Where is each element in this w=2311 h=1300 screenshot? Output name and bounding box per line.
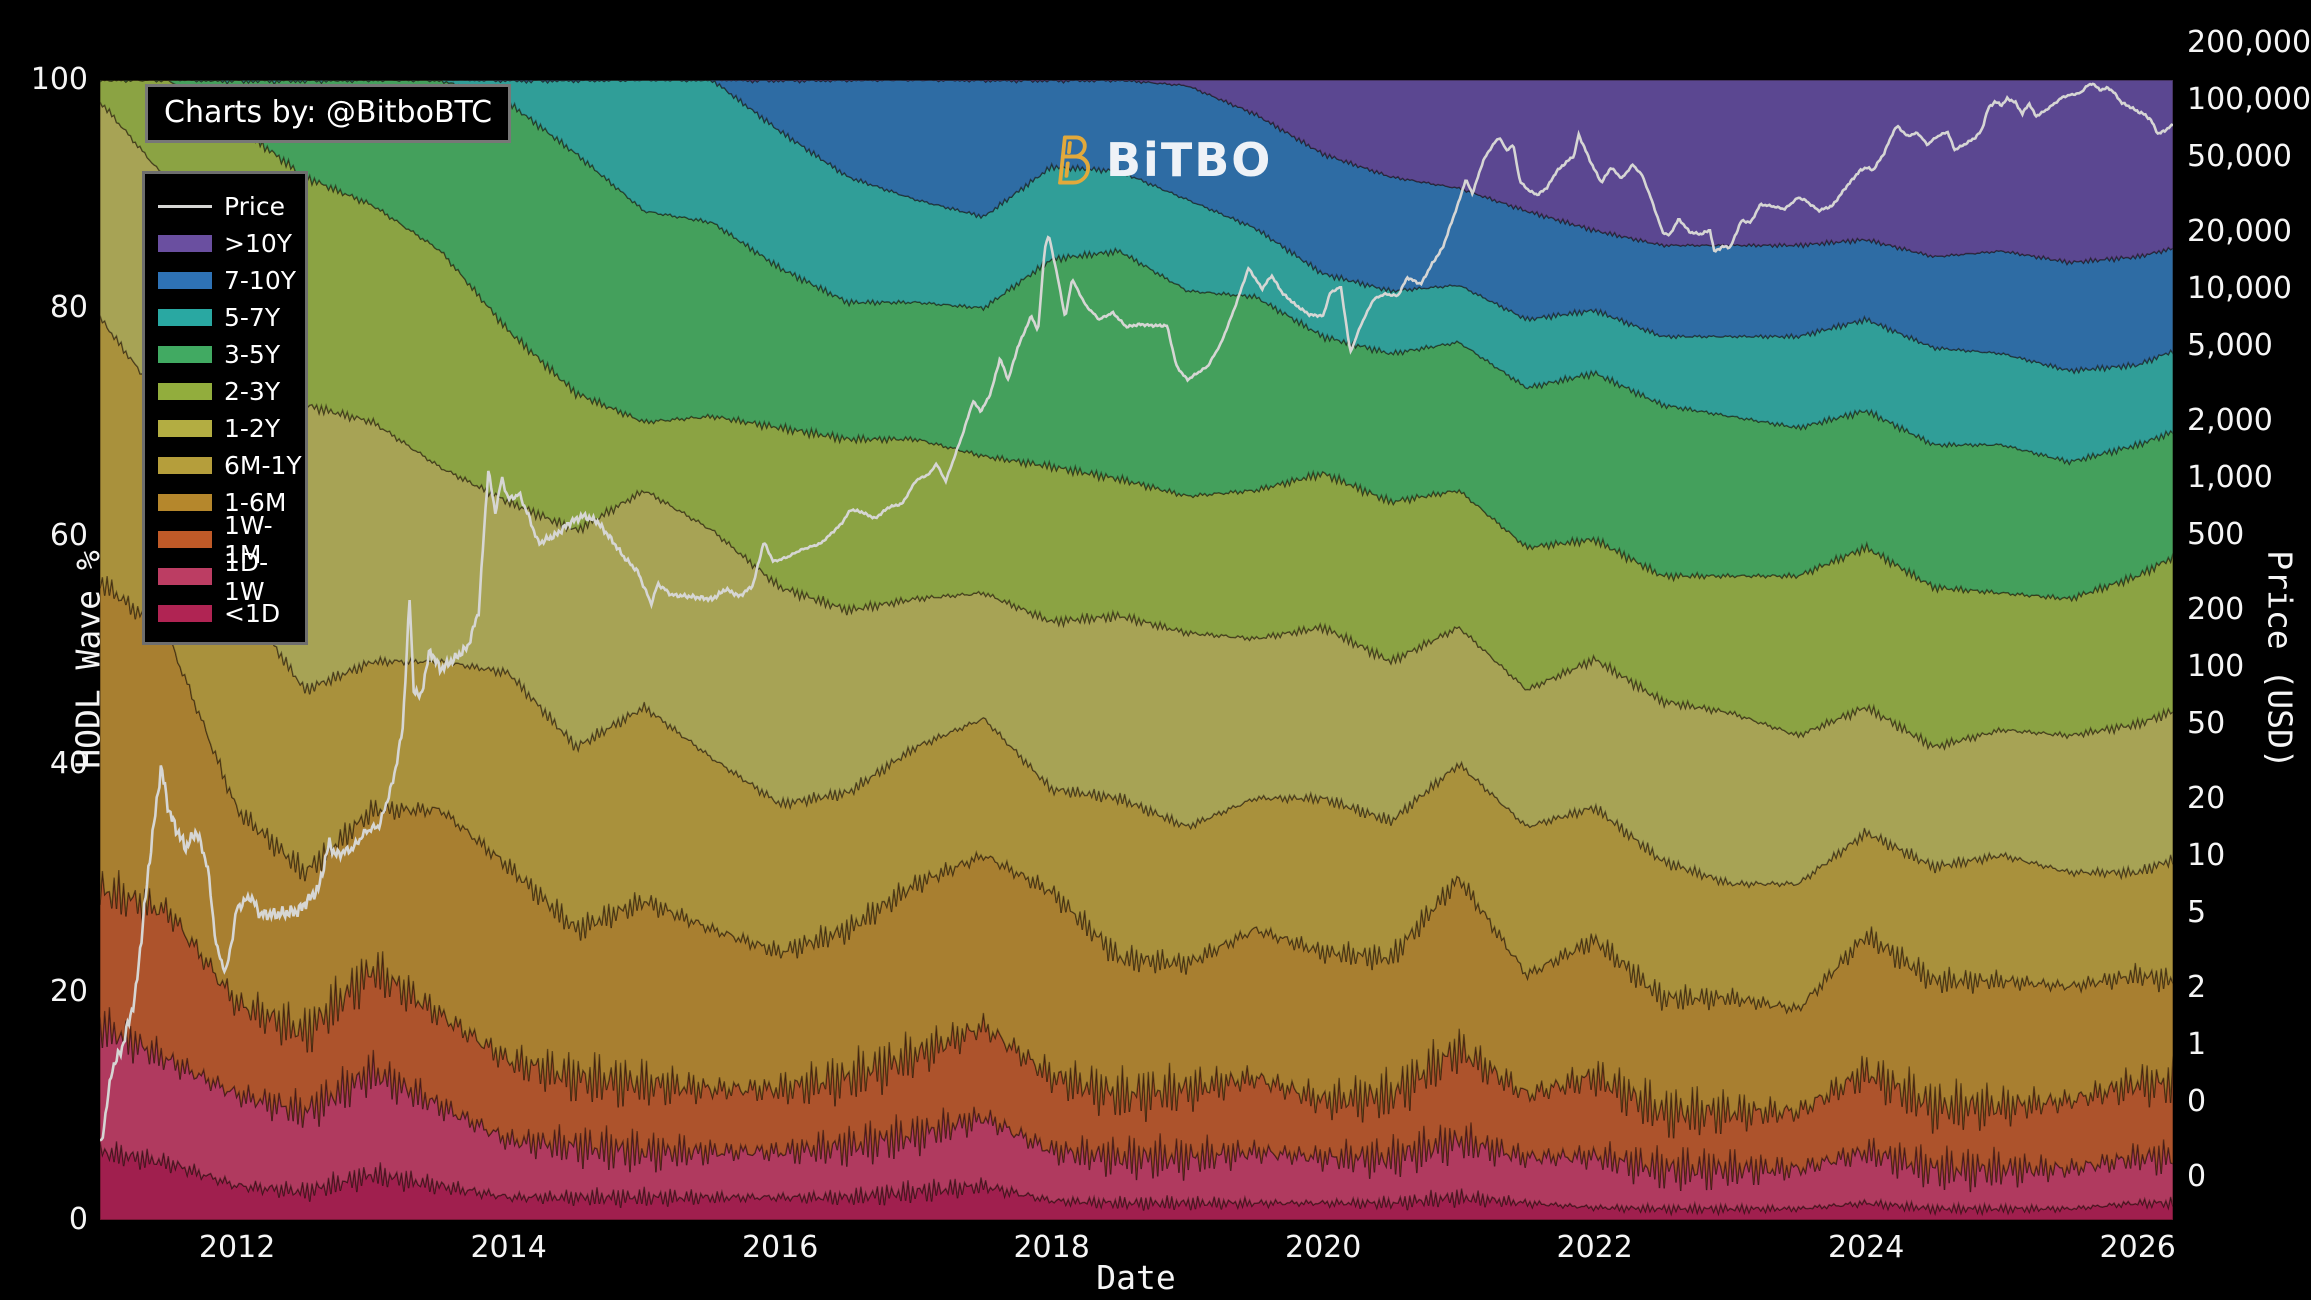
- legend-label: Price: [224, 192, 285, 221]
- legend-item--10y[interactable]: >10Y: [145, 225, 305, 262]
- legend-swatch-7-10y: [158, 272, 212, 289]
- logo: BiTBO: [1052, 133, 1272, 187]
- y-right-tick-2000: 2,000: [2187, 403, 2273, 439]
- legend-item-7-10y[interactable]: 7-10Y: [145, 262, 305, 299]
- legend-item-1w-1m[interactable]: 1W-1M: [145, 511, 305, 569]
- legend-label: 1W-1M: [224, 510, 273, 569]
- y-right-tick-1000: 1,000: [2187, 459, 2273, 495]
- area--10y: [100, 80, 2173, 266]
- y-left-tick-20: 20: [49, 974, 88, 1009]
- legend-item-5-7y[interactable]: 5-7Y: [145, 299, 305, 336]
- x-tick-2012: 2012: [198, 1230, 276, 1265]
- legend-item-2-3y[interactable]: 2-3Y: [145, 373, 305, 410]
- y-left-tick-100: 100: [30, 62, 88, 97]
- y-right-tick-5000: 5,000: [2187, 327, 2273, 363]
- legend-swatch-1d-1w: [158, 568, 212, 585]
- y-left-tick-0: 0: [68, 1202, 88, 1237]
- legend-label: >10Y: [224, 229, 293, 258]
- y-right-tick-100: 100: [2187, 648, 2245, 684]
- area-1-6m: [100, 576, 2173, 1139]
- legend-swatch-2-3y: [158, 383, 212, 400]
- legend: Price >10Y 7-10Y 5-7Y 3-5Y 2-3Y 1-2Y 6M-1Y 1-6M 1…: [142, 171, 308, 645]
- legend-label: 1-2Y: [224, 414, 281, 443]
- y-left-tick-40: 40: [49, 746, 88, 781]
- legend-swatch--1d: [158, 605, 212, 622]
- legend-swatch-1w-1m: [158, 531, 212, 548]
- x-tick-2024: 2024: [1828, 1230, 1905, 1265]
- legend-swatch-3-5y: [158, 346, 212, 363]
- y-right-tick-5: 5: [2187, 894, 2207, 930]
- legend-item-6m-1y[interactable]: 6M-1Y: [145, 447, 305, 484]
- x-axis-label: Date: [1096, 1258, 1176, 1297]
- area-6m-1y: [100, 315, 2173, 1015]
- legend-swatch-5-7y: [158, 309, 212, 326]
- x-tick-2016: 2016: [741, 1230, 819, 1265]
- y-right-tick-1: 1: [2187, 1026, 2207, 1062]
- legend-label: 1D-1W: [224, 547, 269, 606]
- y-right-tick-0: 0: [2187, 1158, 2207, 1194]
- x-tick-2020: 2020: [1284, 1230, 1362, 1265]
- y-right-tick-20000: 20,000: [2187, 214, 2292, 250]
- y-right-tick-2: 2: [2187, 969, 2207, 1005]
- y-right-tick-20: 20: [2187, 780, 2226, 816]
- legend-label: 2-3Y: [224, 377, 281, 406]
- legend-item-price[interactable]: Price: [145, 188, 305, 225]
- legend-item-1-2y[interactable]: 1-2Y: [145, 410, 305, 447]
- legend-item-1-6m[interactable]: 1-6M: [145, 484, 305, 521]
- legend-item-1d-1w[interactable]: 1D-1W: [145, 548, 305, 606]
- y-right-axis-label: Price (USD): [2260, 550, 2300, 769]
- y-right-tick-100000: 100,000: [2187, 82, 2311, 118]
- legend-label: <1D: [224, 599, 281, 628]
- x-tick-2022: 2022: [1556, 1230, 1633, 1265]
- legend-swatch-1-2y: [158, 420, 212, 437]
- legend-label: 3-5Y: [224, 340, 281, 369]
- legend-swatch--10y: [158, 235, 212, 252]
- y-right-tick-200: 200: [2187, 591, 2245, 627]
- legend-label: 7-10Y: [224, 266, 297, 295]
- credit-badge: Charts by: @BitboBTC: [145, 84, 512, 143]
- y-right-tick-10000: 10,000: [2187, 270, 2292, 306]
- y-right-tick-0: 0: [2187, 1083, 2207, 1119]
- y-right-tick-500: 500: [2187, 516, 2245, 552]
- x-tick-2018: 2018: [1013, 1230, 1090, 1265]
- bitcoin-b-icon: [1058, 135, 1090, 185]
- legend-label: 6M-1Y: [224, 451, 302, 480]
- y-right-tick-10: 10: [2187, 837, 2226, 873]
- legend-label: 5-7Y: [224, 303, 281, 332]
- legend-swatch-6m-1y: [158, 457, 212, 474]
- y-right-tick-50000: 50,000: [2187, 138, 2292, 174]
- x-tick-2026: 2026: [2099, 1230, 2176, 1265]
- legend-swatch-1-6m: [158, 494, 212, 511]
- x-tick-2014: 2014: [470, 1230, 547, 1265]
- y-left-tick-80: 80: [49, 290, 88, 325]
- y-right-tick-200000: 200,000: [2187, 25, 2311, 61]
- area-1-2y: [100, 101, 2173, 889]
- legend-label: 1-6M: [224, 488, 287, 517]
- y-left-tick-60: 60: [49, 518, 88, 553]
- y-left-axis-label: HODL Wave %: [68, 550, 108, 769]
- logo-text: BiTBO: [1106, 133, 1273, 187]
- legend-line-sample: [158, 205, 212, 208]
- price-line: [100, 82, 2173, 1142]
- legend-item-3-5y[interactable]: 3-5Y: [145, 336, 305, 373]
- y-right-tick-50: 50: [2187, 705, 2226, 741]
- legend-item--1d[interactable]: <1D: [145, 595, 305, 632]
